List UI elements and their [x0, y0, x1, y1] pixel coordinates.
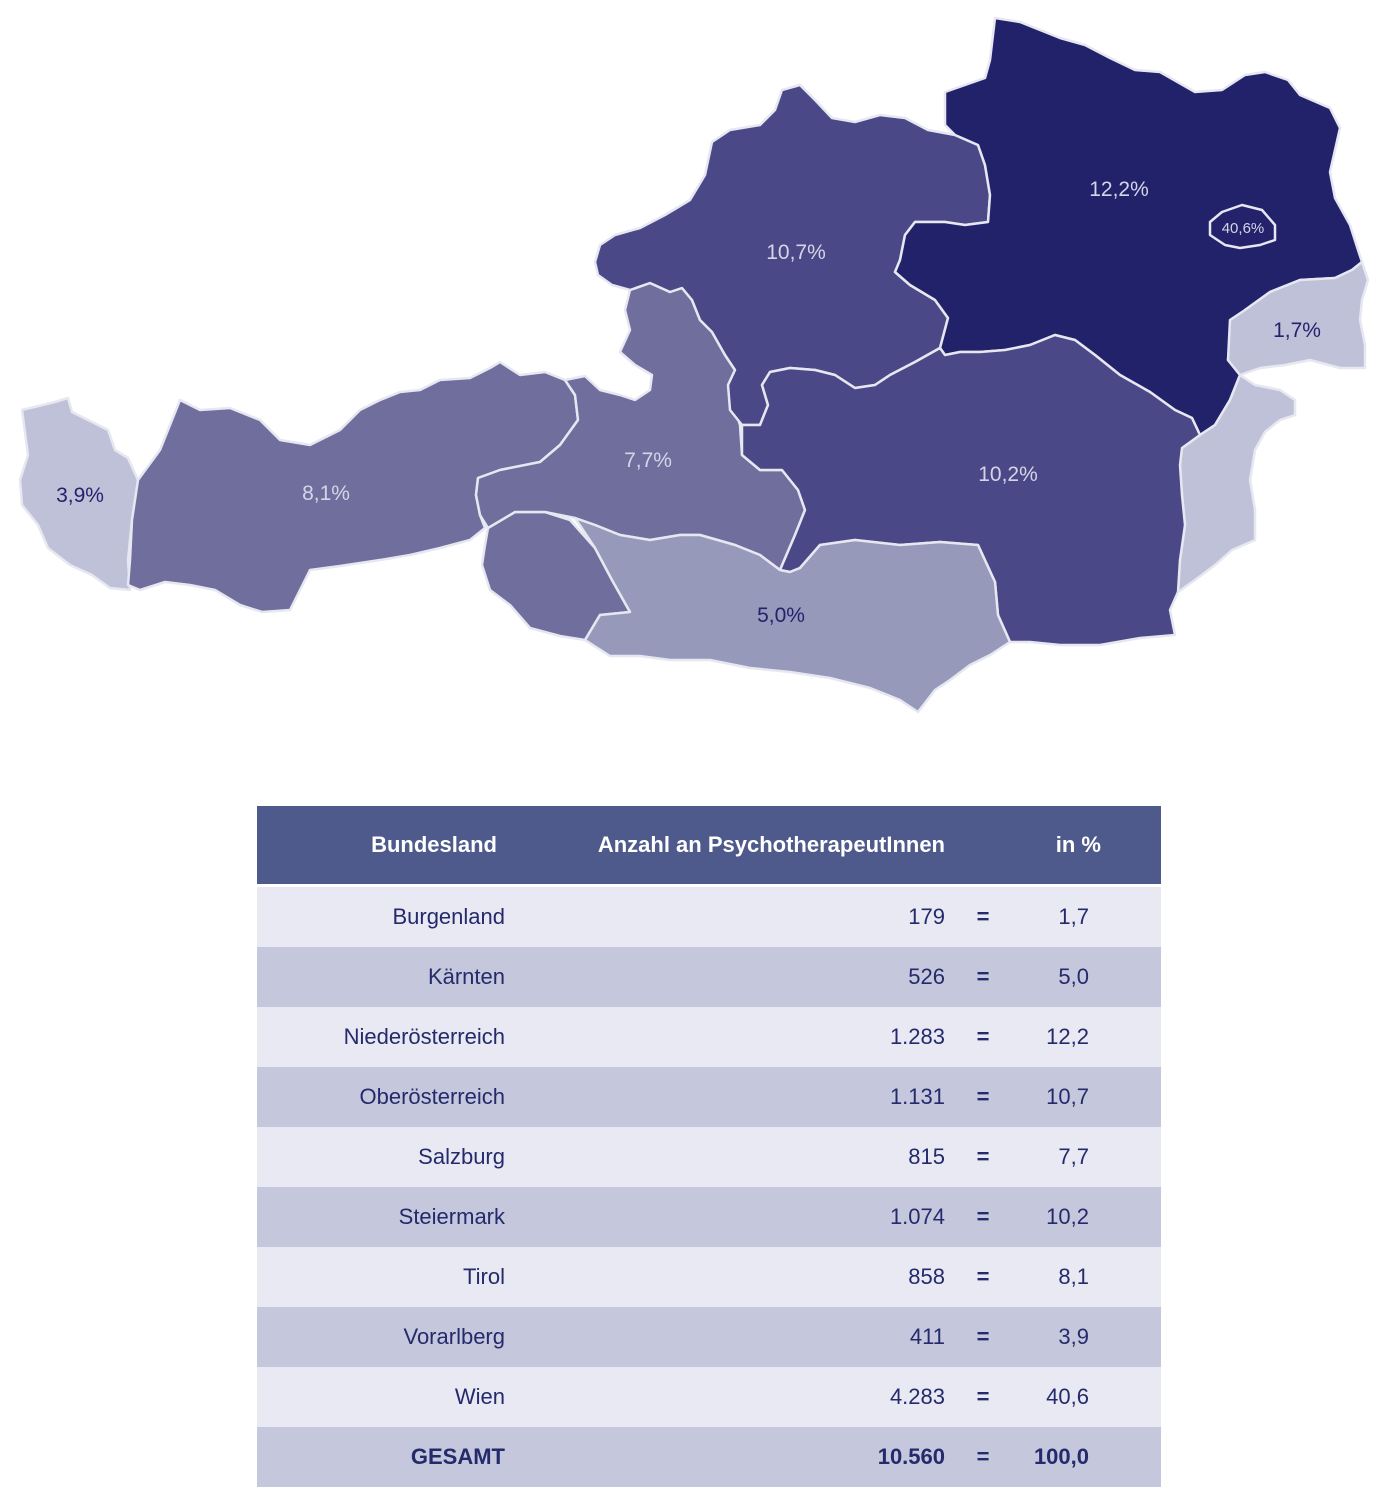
equals-cell: = — [953, 1187, 1013, 1247]
header-bundesland: Bundesland — [257, 806, 515, 886]
percent-cell: 1,7 — [1013, 886, 1161, 948]
equals-cell: = — [953, 1007, 1013, 1067]
percent-cell: 3,9 — [1013, 1307, 1161, 1367]
equals-cell: = — [953, 947, 1013, 1007]
state-cell: Tirol — [257, 1247, 515, 1307]
count-cell: 526 — [515, 947, 953, 1007]
percent-cell: 10,2 — [1013, 1187, 1161, 1247]
state-cell: Burgenland — [257, 886, 515, 948]
percent-cell: 5,0 — [1013, 947, 1161, 1007]
label-oberoesterreich: 10,7% — [766, 241, 826, 264]
count-cell: 815 — [515, 1127, 953, 1187]
label-kaernten: 5,0% — [757, 604, 805, 627]
count-cell: 1.074 — [515, 1187, 953, 1247]
label-steiermark: 10,2% — [978, 463, 1038, 486]
equals-cell: = — [953, 1067, 1013, 1127]
header-prozent: in % — [1013, 806, 1161, 886]
label-wien: 40,6% — [1222, 220, 1265, 237]
percent-cell: 10,7 — [1013, 1067, 1161, 1127]
count-cell: 1.131 — [515, 1067, 953, 1127]
percent-cell: 7,7 — [1013, 1127, 1161, 1187]
percent-cell: 40,6 — [1013, 1367, 1161, 1427]
count-cell: 4.283 — [515, 1367, 953, 1427]
count-cell: 411 — [515, 1307, 953, 1367]
equals-cell: = — [953, 1127, 1013, 1187]
count-cell: 10.560 — [515, 1427, 953, 1487]
equals-cell: = — [953, 1367, 1013, 1427]
header-anzahl: Anzahl an PsychotherapeutInnen — [515, 806, 953, 886]
state-cell: Oberösterreich — [257, 1067, 515, 1127]
state-cell: Salzburg — [257, 1127, 515, 1187]
state-cell: Niederösterreich — [257, 1007, 515, 1067]
label-niederoesterreich: 12,2% — [1089, 178, 1149, 201]
state-cell: Kärnten — [257, 947, 515, 1007]
equals-cell: = — [953, 1427, 1013, 1487]
percent-cell: 12,2 — [1013, 1007, 1161, 1067]
equals-cell: = — [953, 1307, 1013, 1367]
state-cell: Wien — [257, 1367, 515, 1427]
header-spacer — [953, 806, 1013, 886]
label-salzburg: 7,7% — [624, 449, 672, 472]
label-tirol: 8,1% — [302, 482, 350, 505]
austria-map: 3,9% 8,1% 7,7% 10,7% 12,2% 40,6% 1,7% 10… — [0, 0, 1387, 730]
state-cell: Vorarlberg — [257, 1307, 515, 1367]
percent-cell: 100,0 — [1013, 1427, 1161, 1487]
label-burgenland: 1,7% — [1273, 319, 1321, 342]
equals-cell: = — [953, 1247, 1013, 1307]
equals-cell: = — [953, 886, 1013, 948]
count-cell: 858 — [515, 1247, 953, 1307]
count-cell: 179 — [515, 886, 953, 948]
state-cell: GESAMT — [257, 1427, 515, 1487]
state-cell: Steiermark — [257, 1187, 515, 1247]
distribution-table: Bundesland Anzahl an PsychotherapeutInne… — [257, 806, 1161, 1487]
label-vorarlberg: 3,9% — [56, 484, 104, 507]
count-cell: 1.283 — [515, 1007, 953, 1067]
table-header-row: Bundesland Anzahl an PsychotherapeutInne… — [257, 806, 1161, 886]
percent-cell: 8,1 — [1013, 1247, 1161, 1307]
